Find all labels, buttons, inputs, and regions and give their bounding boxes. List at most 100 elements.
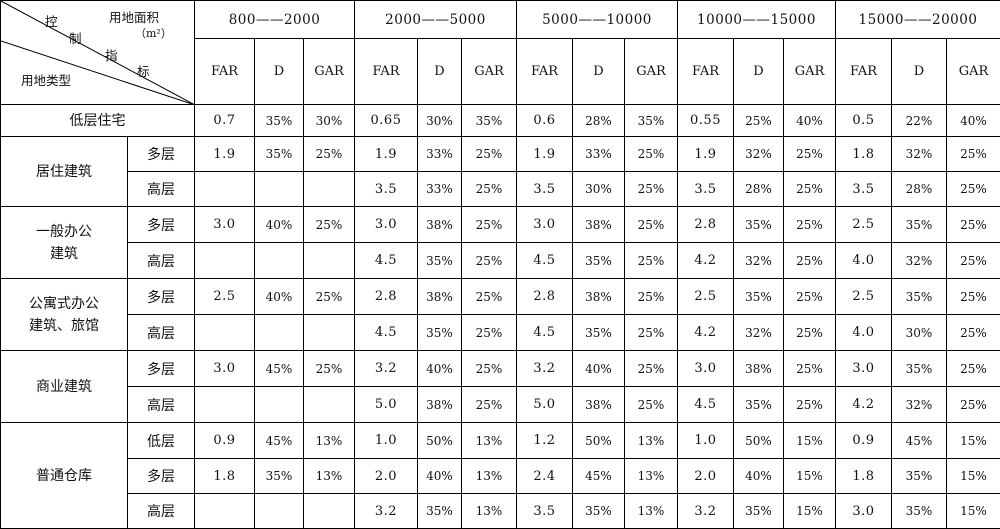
- d-value-cell: 50%: [733, 422, 784, 459]
- metric-header-d: D: [417, 38, 462, 105]
- gar-value-cell: 15%: [946, 422, 1000, 459]
- far-value-cell: 3.2: [354, 350, 418, 387]
- corner-label-unit: （m²）: [135, 27, 172, 40]
- d-value-cell: 45%: [572, 458, 625, 494]
- table-row: 低层住宅 0.7 35% 30% 0.65 30% 35% 0.6 28% 35% 0.55 25% 4…: [0, 104, 1000, 137]
- land-type-cell: 公寓式办公 建筑、旅馆: [0, 278, 128, 351]
- metric-header-far: FAR: [516, 38, 573, 105]
- metric-header-d: D: [733, 38, 784, 105]
- d-value-cell: 40%: [417, 458, 462, 494]
- gar-value-cell: [303, 242, 355, 279]
- gar-value-cell: 13%: [624, 458, 678, 494]
- gar-value-cell: 15%: [946, 493, 1000, 529]
- d-value-cell: [254, 386, 304, 423]
- floor-type-cell: 多层: [127, 458, 195, 494]
- d-value-cell: 28%: [891, 171, 947, 207]
- gar-value-cell: 13%: [461, 458, 517, 494]
- far-value-cell: 4.0: [835, 314, 892, 351]
- d-value-cell: 35%: [572, 493, 625, 529]
- d-value-cell: 38%: [572, 206, 625, 243]
- gar-value-cell: 25%: [783, 278, 836, 315]
- area-group-header: 2000——5000: [354, 0, 517, 39]
- far-value-cell: 1.9: [354, 136, 418, 172]
- table-body: 低层住宅 0.7 35% 30% 0.65 30% 35% 0.6 28% 35% 0.55 25% 4…: [0, 104, 1000, 529]
- gar-value-cell: [303, 493, 355, 529]
- d-value-cell: 45%: [254, 422, 304, 459]
- d-value-cell: 32%: [733, 242, 784, 279]
- gar-value-cell: 15%: [783, 493, 836, 529]
- table-row: 公寓式办公 建筑、旅馆 多层 2.5 40% 25% 2.8 38% 25% 2.8 38% 25% 2…: [0, 278, 1000, 351]
- gar-value-cell: 25%: [946, 206, 1000, 243]
- far-value-cell: 3.5: [516, 171, 573, 207]
- land-type-cell: 低层住宅: [0, 104, 195, 137]
- gar-value-cell: 25%: [783, 136, 836, 172]
- far-value-cell: 4.5: [354, 314, 418, 351]
- corner-label-area: 用地面积: [109, 10, 160, 25]
- d-value-cell: 35%: [891, 206, 947, 243]
- table-row: 高层 3.2 35% 13% 3.5 35% 13% 3.2 35% 15% 3.0 35% 15%: [1, 493, 1000, 529]
- d-value-cell: 45%: [891, 422, 947, 459]
- gar-value-cell: 25%: [461, 171, 517, 207]
- table-row: 高层 4.5 35% 25% 4.5 35% 25% 4.2 32% 25% 4.0 30% 25%: [1, 314, 1000, 351]
- far-value-cell: [194, 171, 255, 207]
- metric-header-far: FAR: [677, 38, 734, 105]
- d-value-cell: 35%: [254, 458, 304, 494]
- far-value-cell: 3.2: [354, 493, 418, 529]
- gar-value-cell: 13%: [461, 422, 517, 459]
- d-value-cell: 50%: [417, 422, 462, 459]
- far-value-cell: 3.5: [835, 171, 892, 207]
- floor-type-cell: 高层: [127, 314, 195, 351]
- d-value-cell: 40%: [572, 350, 625, 387]
- d-value-cell: 38%: [572, 386, 625, 423]
- floor-type-cell: 多层: [127, 206, 195, 243]
- gar-value-cell: 30%: [303, 104, 355, 137]
- gar-value-cell: 25%: [303, 350, 355, 387]
- gar-value-cell: 25%: [946, 136, 1000, 172]
- d-value-cell: 38%: [733, 350, 784, 387]
- d-value-cell: 35%: [733, 278, 784, 315]
- d-value-cell: 38%: [572, 278, 625, 315]
- d-value-cell: 50%: [572, 422, 625, 459]
- gar-value-cell: 15%: [783, 422, 836, 459]
- d-value-cell: 35%: [891, 458, 947, 494]
- d-value-cell: 35%: [733, 493, 784, 529]
- d-value-cell: 28%: [572, 104, 625, 137]
- d-value-cell: 35%: [417, 493, 462, 529]
- far-value-cell: 2.0: [677, 458, 734, 494]
- far-value-cell: 1.8: [835, 458, 892, 494]
- d-value-cell: 35%: [891, 350, 947, 387]
- gar-value-cell: 25%: [783, 171, 836, 207]
- far-value-cell: 2.8: [516, 278, 573, 315]
- metric-header-gar: GAR: [461, 38, 517, 105]
- metric-header-gar: GAR: [624, 38, 678, 105]
- d-value-cell: 35%: [254, 136, 304, 172]
- d-value-cell: 33%: [572, 136, 625, 172]
- far-value-cell: [194, 386, 255, 423]
- gar-value-cell: 13%: [461, 493, 517, 529]
- d-value-cell: 38%: [417, 386, 462, 423]
- gar-value-cell: 25%: [783, 350, 836, 387]
- floor-type-cell: 多层: [127, 278, 195, 315]
- gar-value-cell: 25%: [946, 242, 1000, 279]
- floor-type-cell: 高层: [127, 386, 195, 423]
- d-value-cell: 40%: [733, 458, 784, 494]
- gar-value-cell: 25%: [946, 171, 1000, 207]
- d-value-cell: [254, 242, 304, 279]
- far-value-cell: 3.5: [677, 171, 734, 207]
- far-value-cell: 0.55: [677, 104, 734, 137]
- d-value-cell: 32%: [891, 136, 947, 172]
- d-value-cell: 32%: [733, 136, 784, 172]
- far-value-cell: 1.0: [354, 422, 418, 459]
- metric-header-d: D: [891, 38, 947, 105]
- d-value-cell: 35%: [733, 206, 784, 243]
- table-row: 一般办公 建筑 多层 3.0 40% 25% 3.0 38% 25% 3.0 38% 25% 2.8 35…: [0, 206, 1000, 279]
- far-value-cell: 3.0: [516, 206, 573, 243]
- corner-header-cell: 用地面积 （m²） 控 制 指 标 用地类型: [0, 0, 195, 105]
- table-row: 居住建筑 多层 1.9 35% 25% 1.9 33% 25% 1.9 33% 25% 1.9 32% 2…: [0, 136, 1000, 207]
- land-type-cell: 普通仓库: [0, 422, 128, 529]
- gar-value-cell: 25%: [461, 350, 517, 387]
- d-value-cell: 45%: [254, 350, 304, 387]
- gar-value-cell: 25%: [624, 314, 678, 351]
- table-row: 高层 3.5 33% 25% 3.5 30% 25% 3.5 28% 25% 3.5 28% 25%: [1, 171, 1000, 207]
